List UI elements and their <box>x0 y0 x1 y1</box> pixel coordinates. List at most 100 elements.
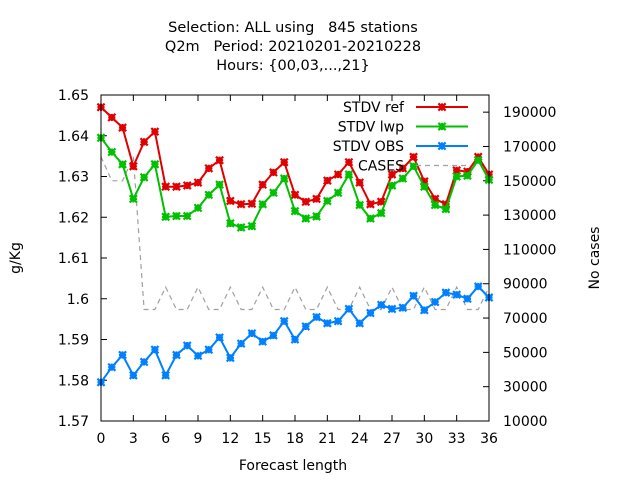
data-point <box>409 161 418 171</box>
data-point <box>215 155 224 165</box>
y-tick-label: 1.59 <box>58 333 89 349</box>
y-tick-labels: 1.57 1.58 1.59 1.6 1.61 1.62 1.63 1.64 1.65 <box>58 88 89 430</box>
plot-frame <box>100 94 490 422</box>
data-point <box>225 218 235 228</box>
series-line <box>100 156 490 311</box>
data-point <box>172 350 181 360</box>
data-point <box>139 357 149 367</box>
x-tick-label: 9 <box>194 431 203 447</box>
x-tick-label: 30 <box>415 431 433 447</box>
legend-item: STDV OBS <box>333 139 468 155</box>
series-stdv-ref <box>96 102 494 209</box>
data-point <box>473 282 483 291</box>
data-point <box>204 163 214 173</box>
data-point <box>193 178 203 187</box>
data-point <box>376 208 386 218</box>
y-tick-label: 1.58 <box>58 373 89 389</box>
data-point <box>452 172 462 181</box>
data-point <box>150 345 160 355</box>
data-point <box>409 152 418 162</box>
y2-tick-label: 10000 <box>503 414 548 430</box>
y-tick-label: 1.64 <box>58 129 89 145</box>
data-point <box>463 294 472 304</box>
data-point <box>107 362 117 372</box>
y-tick-label: 1.65 <box>58 88 89 104</box>
tick-marks <box>100 94 490 422</box>
chart-title: Selection: ALL using 845 stations Q2m Pe… <box>165 20 421 74</box>
series-cases <box>100 156 490 311</box>
data-point <box>204 190 214 200</box>
legend: STDV ref STDV lwp STDV OBS CASES <box>333 100 468 175</box>
data-point <box>139 172 149 182</box>
data-point <box>128 161 138 171</box>
data-point <box>301 214 311 223</box>
data-point <box>225 196 235 206</box>
x-tick-label: 12 <box>221 431 239 447</box>
y-tick-label: 1.63 <box>58 170 89 186</box>
y-tick-label: 1.57 <box>58 414 89 430</box>
x-tick-label: 21 <box>318 431 336 447</box>
y-axis-label: g/Kg <box>8 242 24 274</box>
data-point <box>409 291 418 301</box>
data-point <box>193 351 203 361</box>
data-point <box>398 303 408 313</box>
data-point <box>161 370 171 380</box>
y2-tick-label: 90000 <box>503 277 548 293</box>
x-tick-label: 15 <box>254 431 272 447</box>
x-tick-label: 18 <box>286 431 304 447</box>
y2-tick-label: 50000 <box>503 345 548 361</box>
data-point <box>441 288 451 298</box>
legend-label: STDV lwp <box>338 120 404 136</box>
data-point <box>118 123 127 132</box>
data-point <box>312 212 321 221</box>
y2-tick-labels: 10000 30000 50000 70000 90000 110000 130000 150… <box>503 105 556 430</box>
data-point <box>139 137 149 147</box>
data-point <box>161 182 171 192</box>
data-point <box>355 200 365 210</box>
data-point <box>182 181 192 190</box>
title-line-3: Hours: {00,03,...,21} <box>216 58 369 74</box>
x-axis-label: Forecast length <box>239 458 347 474</box>
data-point <box>322 176 332 185</box>
data-point <box>430 194 440 204</box>
y2-tick-label: 110000 <box>503 242 556 258</box>
title-line-2: Q2m Period: 20210201-20210228 <box>165 39 421 55</box>
data-point <box>344 157 354 167</box>
data-point <box>128 194 138 204</box>
data-point <box>118 350 127 360</box>
data-point <box>430 297 440 307</box>
y2-tick-label: 70000 <box>503 311 548 327</box>
data-point <box>344 304 354 314</box>
legend-item: STDV lwp <box>338 120 468 136</box>
data-point <box>247 221 257 231</box>
data-point <box>128 370 138 380</box>
legend-label: STDV ref <box>343 100 405 116</box>
series-stdv-lwp <box>96 133 494 232</box>
data-point <box>107 147 117 157</box>
plot-series <box>96 102 494 387</box>
data-point <box>312 312 321 322</box>
data-point <box>398 174 408 183</box>
data-point <box>118 159 127 169</box>
legend-item: STDV ref <box>343 100 468 116</box>
x-tick-label: 27 <box>383 431 401 447</box>
data-point <box>419 182 429 192</box>
data-point <box>182 211 192 221</box>
x-tick-label: 3 <box>129 431 138 447</box>
data-point <box>172 211 181 221</box>
y-tick-label: 1.6 <box>67 292 89 308</box>
data-point <box>441 204 451 214</box>
data-point <box>441 199 451 209</box>
data-point <box>376 300 386 310</box>
y2-tick-label: 190000 <box>503 105 556 121</box>
data-point <box>333 188 343 198</box>
data-point <box>236 339 246 348</box>
data-point <box>215 180 224 190</box>
data-point <box>107 113 117 122</box>
data-point <box>419 177 429 186</box>
data-point <box>322 318 332 328</box>
y2-tick-label: 130000 <box>503 208 556 224</box>
data-point <box>419 305 429 315</box>
data-point <box>236 199 246 209</box>
